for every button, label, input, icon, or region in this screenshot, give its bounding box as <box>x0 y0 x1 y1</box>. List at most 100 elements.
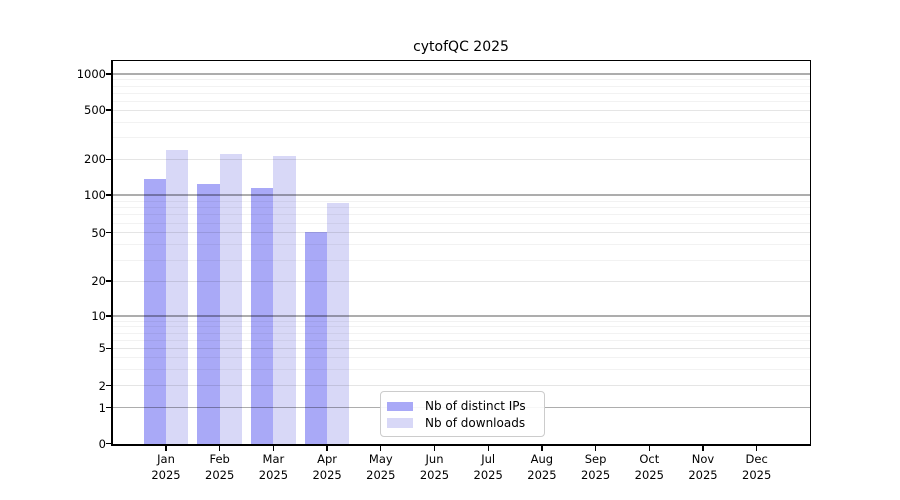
x-tick-apr <box>326 445 328 451</box>
gridline-minor-8 <box>112 326 810 328</box>
x-tick-month: Oct <box>639 452 660 466</box>
x-tick-oct <box>648 445 650 451</box>
x-tick-month: Jul <box>481 452 496 466</box>
y-tick-2 <box>106 385 111 387</box>
x-tick-year: 2025 <box>366 467 396 482</box>
x-tick-month: Nov <box>691 452 715 466</box>
x-tick-month: Jan <box>157 452 175 466</box>
gridline-50 <box>112 232 810 234</box>
x-tick-label-aug: Aug 2025 <box>514 452 570 483</box>
bar-nb-of-downloads-jan <box>166 150 189 445</box>
x-tick-label-jan: Jan 2025 <box>138 452 194 483</box>
x-tick-jan <box>165 445 167 451</box>
gridline-500 <box>112 109 810 111</box>
x-tick-label-dec: Dec 2025 <box>729 452 785 483</box>
legend-swatch-downloads <box>387 418 413 428</box>
x-tick-month: Aug <box>530 452 554 466</box>
x-tick-may <box>380 445 382 451</box>
y-tick-label-0: 0 <box>98 436 106 451</box>
x-tick-month: Dec <box>745 452 768 466</box>
y-tick-1 <box>106 407 111 409</box>
gridline-1000 <box>112 73 810 75</box>
gridline-minor-300 <box>112 137 810 139</box>
gridline-200 <box>112 158 810 160</box>
gridline-minor-6 <box>112 339 810 341</box>
chart-title: cytofQC 2025 <box>413 39 509 55</box>
gridline-minor-600 <box>112 100 810 102</box>
legend-label-downloads: Nb of downloads <box>425 415 526 430</box>
gridline-minor-9 <box>112 320 810 322</box>
x-tick-mar <box>272 445 275 451</box>
gridline-minor-7 <box>112 332 810 334</box>
bar-nb-of-distinct-ips-mar <box>251 188 274 445</box>
bar-nb-of-downloads-apr <box>327 202 350 445</box>
x-tick-month: Jun <box>425 452 444 466</box>
x-tick-year: 2025 <box>258 467 289 482</box>
gridline-minor-70 <box>112 214 810 216</box>
x-tick-feb <box>219 445 221 451</box>
y-tick-100 <box>106 194 111 196</box>
gridline-10 <box>112 315 810 317</box>
x-tick-year: 2025 <box>634 467 664 482</box>
x-tick-year: 2025 <box>580 467 611 482</box>
y-tick-50 <box>106 232 111 234</box>
x-tick-year: 2025 <box>151 467 181 482</box>
bar-nb-of-downloads-mar <box>273 156 296 445</box>
y-tick-label-200: 200 <box>84 152 106 167</box>
gridline-minor-700 <box>112 92 810 94</box>
y-tick-label-10: 10 <box>91 309 106 323</box>
y-tick-label-20: 20 <box>91 274 106 288</box>
gridline-minor-900 <box>112 79 810 81</box>
x-tick-label-oct: Oct 2025 <box>621 452 677 483</box>
gridline-minor-800 <box>112 85 810 87</box>
x-tick-dec <box>756 445 758 451</box>
y-tick-label-2: 2 <box>98 378 106 393</box>
y-tick-0 <box>106 442 111 445</box>
gridline-5 <box>112 347 810 349</box>
gridline-minor-400 <box>112 122 810 123</box>
y-tick-label-1000: 1000 <box>76 67 106 81</box>
x-tick-label-nov: Nov 2025 <box>675 452 731 483</box>
y-tick-label-1: 1 <box>98 400 106 415</box>
legend-swatch-distinct-ips <box>387 401 413 411</box>
y-tick-label-5: 5 <box>98 341 106 356</box>
x-tick-month: May <box>368 452 393 466</box>
x-tick-jul <box>487 445 489 451</box>
bar-nb-of-distinct-ips-feb <box>197 183 220 445</box>
x-tick-year: 2025 <box>527 467 557 482</box>
bar-nb-of-distinct-ips-jan <box>143 178 166 445</box>
gridline-minor-60 <box>112 222 810 224</box>
bar-nb-of-distinct-ips-apr <box>304 231 328 445</box>
x-tick-year: 2025 <box>473 467 503 482</box>
y-tick-label-500: 500 <box>84 103 106 117</box>
gridline-20 <box>112 280 810 282</box>
y-tick-5 <box>106 347 111 349</box>
bar-nb-of-downloads-feb <box>219 154 243 445</box>
x-tick-label-apr: Apr 2025 <box>299 452 355 483</box>
y-tick-10 <box>106 315 111 317</box>
x-tick-year: 2025 <box>688 467 718 482</box>
y-tick-1000 <box>106 73 111 75</box>
axis-spine-top <box>111 59 811 61</box>
x-tick-jun <box>433 445 436 451</box>
y-tick-500 <box>106 109 111 111</box>
x-tick-year: 2025 <box>312 467 342 482</box>
x-tick-label-feb: Feb 2025 <box>192 452 248 483</box>
x-tick-month: Apr <box>317 452 338 466</box>
axis-spine-right <box>809 59 811 446</box>
legend-item-distinct-ips: Nb of distinct IPs <box>387 398 544 415</box>
legend-item-downloads: Nb of downloads <box>387 415 544 432</box>
legend: Nb of distinct IPs Nb of downloads <box>380 391 545 437</box>
y-tick-200 <box>106 158 111 160</box>
x-tick-year: 2025 <box>419 467 450 482</box>
x-tick-month: Mar <box>262 452 285 466</box>
x-tick-year: 2025 <box>205 467 235 482</box>
gridline-minor-3 <box>112 369 810 371</box>
x-tick-label-sep: Sep 2025 <box>568 452 624 483</box>
x-tick-year: 2025 <box>742 467 772 482</box>
x-tick-month: Feb <box>209 452 230 466</box>
gridline-2 <box>112 385 810 387</box>
axis-spine-bottom <box>111 444 811 446</box>
x-tick-nov <box>702 445 704 451</box>
gridline-minor-30 <box>112 259 810 261</box>
